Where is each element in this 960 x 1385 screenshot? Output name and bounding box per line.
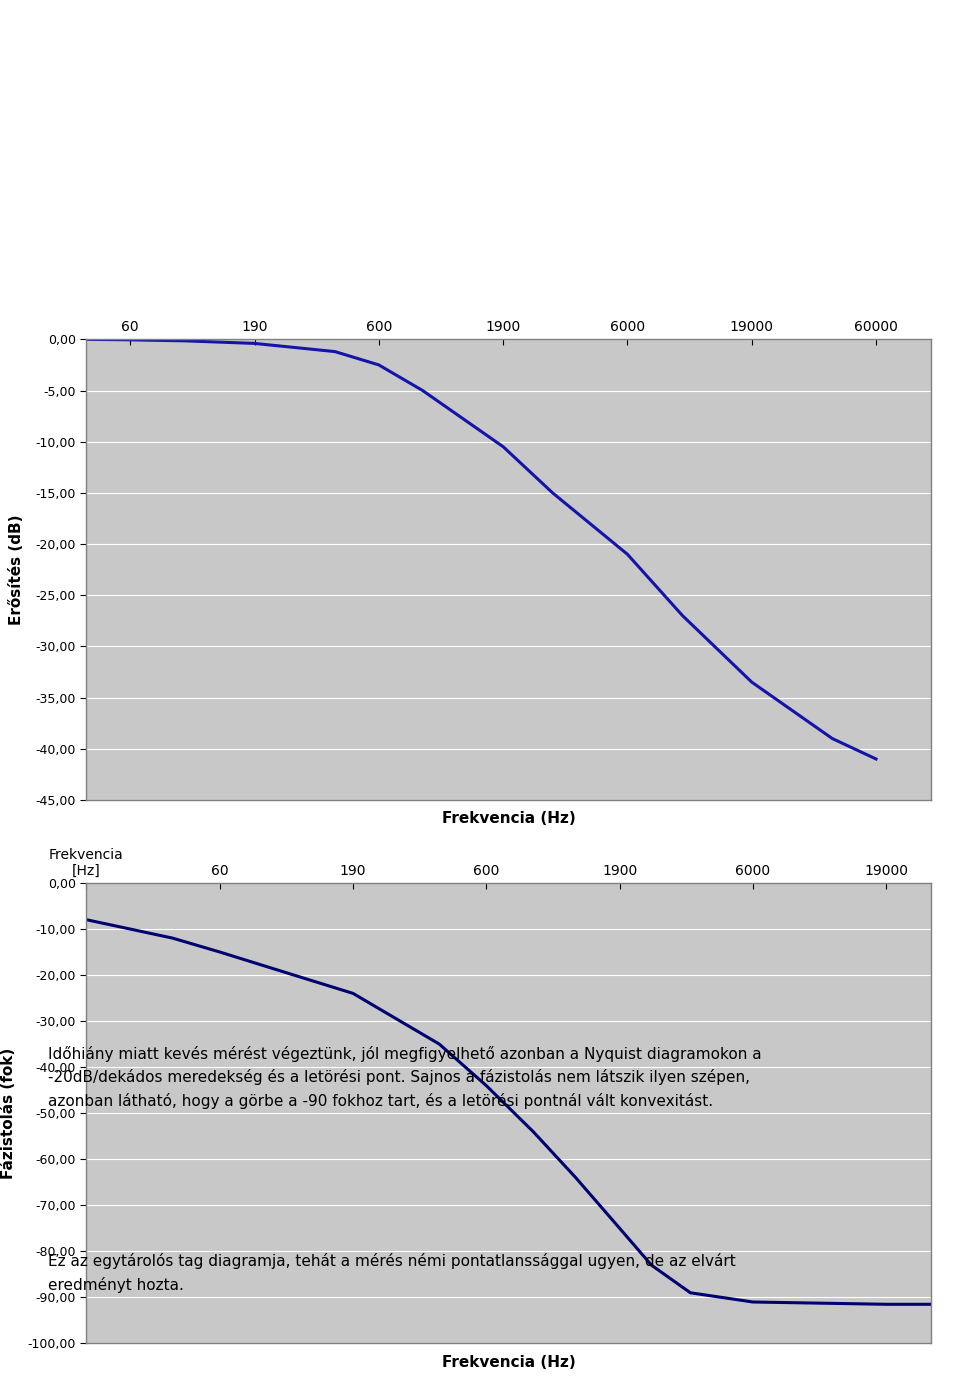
Y-axis label: Fázistolás (fok): Fázistolás (fok) [2, 1047, 16, 1179]
Y-axis label: Erősítés (dB): Erősítés (dB) [10, 514, 25, 625]
X-axis label: Frekvencia (Hz): Frekvencia (Hz) [442, 812, 576, 825]
Text: Ez az egytárolós tag diagramja, tehát a mérés némi pontatlanssággal ugyen, de az: Ez az egytárolós tag diagramja, tehát a … [48, 1253, 735, 1294]
X-axis label: Frekvencia (Hz): Frekvencia (Hz) [442, 1355, 576, 1370]
Text: Időhiány miatt kevés mérést végeztünk, jól megfigyelhető azonban a Nyquist diagr: Időhiány miatt kevés mérést végeztünk, j… [48, 1046, 761, 1109]
